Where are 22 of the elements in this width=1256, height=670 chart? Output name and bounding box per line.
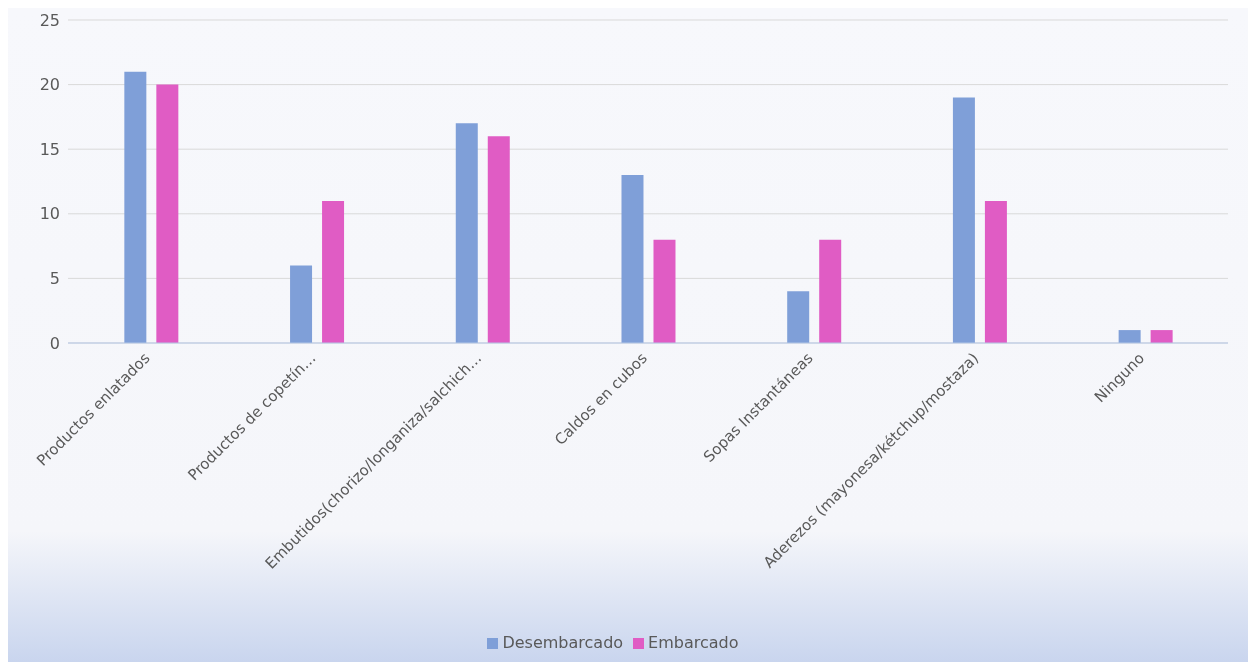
legend-label: Embarcado	[648, 633, 739, 652]
bar	[621, 175, 644, 343]
bar	[322, 200, 345, 343]
bar	[984, 200, 1007, 343]
legend-label: Desembarcado	[502, 633, 624, 652]
bar	[290, 265, 313, 343]
bar	[156, 84, 179, 343]
bar	[787, 291, 810, 343]
y-tick-label: 25	[39, 10, 60, 30]
y-tick-label: 15	[39, 139, 60, 159]
y-tick-label: 10	[39, 204, 60, 224]
y-tick-label: 20	[39, 75, 60, 95]
bar	[124, 71, 147, 343]
y-tick-label: 0	[49, 333, 60, 353]
y-tick-label: 5	[49, 269, 60, 289]
bar	[1118, 330, 1141, 343]
bar	[487, 136, 510, 343]
bar	[653, 239, 676, 343]
bar	[455, 123, 478, 343]
bar	[819, 239, 842, 343]
bar	[1150, 330, 1173, 343]
bar	[952, 97, 975, 343]
